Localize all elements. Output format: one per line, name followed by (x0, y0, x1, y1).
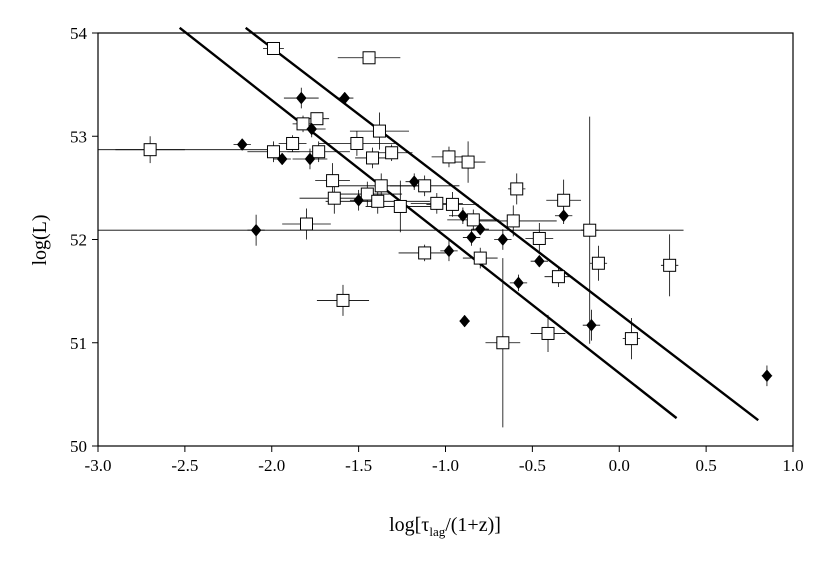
y-tick-label: 54 (70, 24, 88, 43)
open-square-point (336, 293, 350, 307)
open-square-point (362, 51, 376, 65)
open-square-point (418, 246, 432, 260)
x-tick-label: -1.0 (432, 456, 459, 475)
open-square-point (532, 231, 546, 245)
y-tick-label: 53 (70, 127, 87, 146)
x-axis-label: log[τlag/(1+z)] (389, 514, 501, 539)
x-tick-label: -2.5 (171, 456, 198, 475)
open-square-point (473, 251, 487, 265)
open-square-point (551, 270, 565, 284)
open-square-point (506, 214, 520, 228)
filled-diamond-point (443, 244, 455, 258)
filled-diamond-point (306, 122, 318, 136)
x-tick-label: -2.0 (258, 456, 285, 475)
open-square-point (510, 182, 524, 196)
filled-diamond-point (457, 209, 469, 223)
open-square-point (385, 146, 399, 160)
y-tick-label: 50 (70, 437, 87, 456)
open-square-point (445, 197, 459, 211)
filled-diamond-point (533, 254, 545, 268)
open-square-point (143, 143, 157, 157)
data-markers (143, 41, 773, 383)
filled-diamond-point (466, 231, 477, 244)
filled-diamond-point (761, 369, 773, 383)
open-square-point (374, 179, 388, 193)
filled-diamond-point (558, 209, 569, 223)
open-square-point (418, 179, 432, 193)
filled-diamond-point (304, 152, 316, 166)
y-axis-ticks: 50 51 52 53 54 (70, 24, 98, 456)
x-axis-label-prefix: log[τ (389, 514, 429, 536)
plot-area-frame (97, 32, 794, 447)
fit-line (178, 26, 678, 420)
open-square-point (327, 191, 341, 205)
open-square-point (371, 194, 385, 208)
x-tick-label: -0.5 (519, 456, 546, 475)
open-square-point (591, 256, 605, 270)
filled-diamond-point (295, 91, 307, 105)
open-square-point (310, 112, 324, 126)
x-tick-label: 0.0 (609, 456, 630, 475)
open-square-point (557, 193, 571, 207)
filled-diamond-point (586, 318, 597, 332)
open-square-point (296, 117, 310, 131)
x-tick-label: -3.0 (85, 456, 112, 475)
open-square-point (466, 213, 480, 227)
filled-diamond-point (408, 175, 420, 189)
open-square-point (372, 124, 386, 138)
x-tick-label: -1.5 (345, 456, 372, 475)
open-square-point (360, 187, 374, 201)
open-square-point (624, 332, 638, 346)
y-axis-label: log(L) (29, 214, 51, 265)
open-square-point (300, 217, 313, 231)
open-square-point (461, 155, 475, 169)
fit-line (244, 26, 759, 422)
open-square-point (393, 199, 407, 213)
filled-diamond-point (474, 222, 486, 236)
x-tick-label: 0.5 (696, 456, 717, 475)
filled-diamond-point (250, 223, 262, 237)
filled-diamond-point (236, 138, 248, 151)
open-square-point (350, 136, 364, 150)
open-square-point (266, 41, 280, 55)
x-tick-label: 1.0 (782, 456, 803, 475)
x-axis-label-subscript: lag (429, 524, 445, 539)
filled-diamond-point (276, 152, 288, 166)
open-square-point (266, 145, 280, 159)
open-square-point (430, 196, 444, 210)
x-axis-label-suffix: /(1+z)] (445, 514, 501, 536)
filled-diamond-point (353, 193, 364, 207)
open-square-point (583, 223, 597, 237)
open-square-point (496, 336, 510, 350)
filled-diamond-point (513, 276, 524, 290)
open-square-point (442, 150, 456, 164)
open-square-point (326, 174, 340, 188)
open-square-point (286, 136, 300, 150)
open-square-point (541, 326, 555, 340)
filled-diamond-point (497, 233, 509, 246)
filled-diamond-point (339, 91, 351, 105)
fit-lines (178, 26, 759, 422)
y-tick-label: 52 (70, 231, 87, 250)
open-square-point (312, 145, 326, 159)
x-axis-ticks: -3.0 -2.5 -2.0 -1.5 -1.0 -0.5 0.0 0.5 1.0 (85, 446, 804, 475)
open-square-point (366, 151, 380, 165)
open-square-point (663, 258, 677, 272)
y-tick-label: 51 (70, 334, 87, 353)
filled-diamond-point (459, 314, 470, 328)
